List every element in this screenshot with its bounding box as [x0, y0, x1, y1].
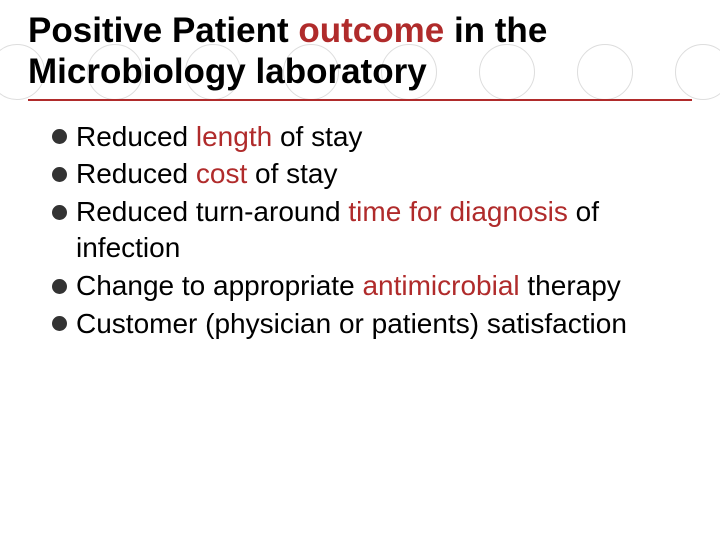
text-fragment: antimicrobial	[362, 270, 527, 301]
text-fragment: Customer (physician or patients) satisfa…	[76, 308, 627, 339]
text-fragment: length	[196, 121, 280, 152]
list-item: Customer (physician or patients) satisfa…	[52, 306, 692, 342]
text-fragment: Change to appropriate	[76, 270, 362, 301]
text-fragment: of stay	[255, 158, 337, 189]
text-fragment: of stay	[280, 121, 362, 152]
bullet-list: Reduced length of stayReduced cost of st…	[28, 119, 692, 342]
list-item: Reduced cost of stay	[52, 156, 692, 192]
title-fragment: Positive Patient	[28, 11, 298, 50]
text-fragment: time for diagnosis	[348, 196, 575, 227]
list-item: Reduced length of stay	[52, 119, 692, 155]
list-item: Change to appropriate antimicrobial ther…	[52, 268, 692, 304]
list-item: Reduced turn-around time for diagnosis o…	[52, 194, 692, 266]
text-fragment: therapy	[527, 270, 620, 301]
slide: Positive Patient outcome in the Microbio…	[0, 0, 720, 364]
title-fragment: outcome	[298, 11, 454, 50]
text-fragment: cost	[196, 158, 255, 189]
slide-title: Positive Patient outcome in the Microbio…	[28, 10, 692, 101]
text-fragment: Reduced	[76, 158, 196, 189]
text-fragment: Reduced	[76, 121, 196, 152]
text-fragment: Reduced turn-around	[76, 196, 348, 227]
